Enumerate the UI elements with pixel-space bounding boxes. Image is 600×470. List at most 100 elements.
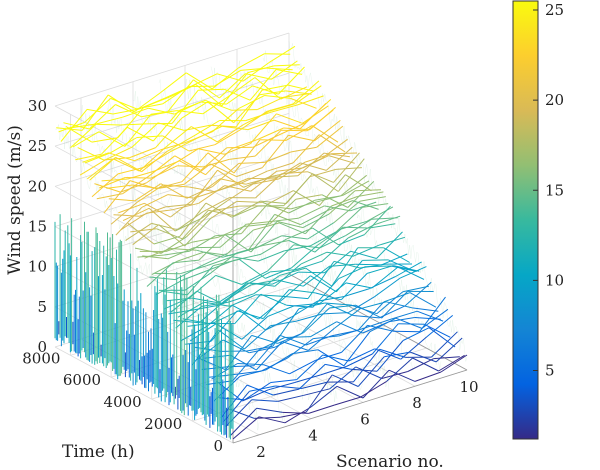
mesh-segment <box>189 275 217 299</box>
grid-line <box>54 346 234 444</box>
mesh-segment <box>124 113 152 147</box>
mesh-segment <box>177 251 204 262</box>
mesh-segment <box>270 379 297 383</box>
mesh-segment <box>280 411 307 418</box>
mesh-segment <box>280 86 308 100</box>
mesh-segment <box>158 183 185 189</box>
mesh-segment <box>286 304 313 308</box>
mesh-segment <box>249 385 276 392</box>
mesh-segment <box>120 123 147 126</box>
mesh-segment <box>198 148 225 155</box>
mesh-segment <box>355 263 382 266</box>
mesh-segment <box>231 109 258 111</box>
mesh-segment <box>300 251 328 265</box>
mesh-segment <box>388 317 415 323</box>
mesh-segment <box>235 370 262 375</box>
mesh-segment <box>283 176 311 206</box>
mesh-segment <box>431 331 458 358</box>
mesh-segment <box>309 168 337 178</box>
colorbar-tick-label: 5 <box>545 362 555 380</box>
mesh-segment <box>433 356 460 360</box>
mesh-segment <box>155 181 183 190</box>
mesh-segment <box>152 110 180 142</box>
mesh-segment <box>284 336 311 338</box>
mesh-segment <box>307 222 335 240</box>
mesh-segment <box>215 233 242 237</box>
colorbar-tick-label: 15 <box>545 181 564 199</box>
mesh-segment <box>141 150 168 173</box>
mesh-segment <box>195 84 223 107</box>
mesh-segment <box>353 348 380 383</box>
mesh-segment <box>115 206 143 236</box>
mesh-segment <box>400 266 427 279</box>
mesh-segment <box>272 271 299 285</box>
mesh-segment <box>222 177 249 190</box>
mesh-segment <box>233 139 261 174</box>
mesh-segment <box>84 98 111 123</box>
mesh-segment <box>393 330 420 333</box>
mesh-segment <box>108 152 135 162</box>
mesh-segment <box>281 295 309 300</box>
grid-line <box>54 32 290 107</box>
mesh-segment <box>163 250 190 256</box>
mesh-segment <box>290 245 318 269</box>
mesh-segment <box>250 113 277 145</box>
mesh-segment <box>172 148 199 166</box>
mesh-segment <box>369 223 396 229</box>
mesh-segment <box>295 158 322 172</box>
mesh-segment <box>274 162 301 180</box>
mesh-segment <box>229 155 256 160</box>
mesh-segment <box>160 235 188 254</box>
mesh-segment <box>268 382 295 391</box>
mesh-segment <box>352 200 379 210</box>
mesh-segment <box>189 186 216 193</box>
mesh-segment <box>219 223 247 248</box>
mesh-segment <box>141 194 169 208</box>
mesh-segment <box>333 308 361 329</box>
mesh-segment <box>367 324 394 332</box>
mesh-segment <box>134 247 162 254</box>
mesh-segment <box>290 146 317 153</box>
mesh-segment <box>91 173 119 198</box>
mesh-segment <box>201 253 228 267</box>
mesh-segment <box>319 174 346 206</box>
colorbar-ticks: 5 10 15 20 25 <box>533 1 564 380</box>
mesh-segment <box>191 236 218 243</box>
mesh-segment <box>369 317 397 333</box>
mesh-segment <box>271 175 298 178</box>
mesh-segment <box>390 310 418 320</box>
mesh-segment <box>224 234 252 253</box>
mesh-segment <box>271 60 298 80</box>
z-tick-label: 30 <box>28 97 47 115</box>
mesh-segment <box>341 325 368 353</box>
mesh-segment <box>191 126 218 143</box>
mesh-segment <box>302 105 329 124</box>
mesh-segment <box>348 296 375 314</box>
mesh-segment <box>217 169 244 188</box>
mesh-segment <box>320 366 347 376</box>
mesh-segment <box>376 340 404 372</box>
mesh-segment <box>300 210 327 226</box>
mesh-segment <box>293 190 320 207</box>
mesh-segment <box>186 185 214 199</box>
mesh-segment <box>314 195 341 201</box>
mesh-segment <box>249 346 276 354</box>
mesh-segment <box>308 404 335 414</box>
scenario-curve <box>262 50 442 370</box>
mesh-segment <box>333 152 360 183</box>
y-tick-label: 0 <box>213 437 223 455</box>
axis-line <box>232 369 468 444</box>
mesh-segment <box>335 207 363 233</box>
mesh-segment <box>247 65 274 74</box>
mesh-segment <box>89 156 116 181</box>
mesh-segment <box>91 137 118 143</box>
mesh-segment <box>207 152 235 174</box>
mesh-segment <box>82 152 109 163</box>
mesh-segment <box>355 304 382 319</box>
mesh-segment <box>115 156 142 173</box>
mesh-segment <box>94 123 121 126</box>
surface-mesh <box>54 41 468 440</box>
mesh-segment <box>266 162 294 172</box>
mesh-segment <box>274 263 302 287</box>
mesh-segment <box>245 73 272 80</box>
